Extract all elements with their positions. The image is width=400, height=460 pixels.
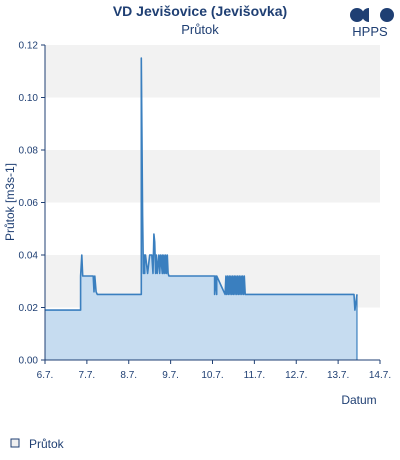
logo-half-circle	[362, 8, 369, 22]
logo-text: HPPS	[352, 24, 388, 39]
hpps-logo: HPPS	[350, 8, 394, 39]
logo-circle-left	[350, 8, 364, 22]
y-tick-label: 0.10	[19, 93, 39, 104]
chart-subtitle: Průtok	[181, 22, 219, 37]
y-ticks: 0.00 0.02 0.04 0.06 0.08 0.10 0.12	[19, 41, 45, 367]
y-tick-label: 0.12	[19, 41, 39, 52]
x-tick-label: 14.7.	[369, 370, 391, 381]
grid-band	[45, 45, 380, 98]
series-area	[45, 57, 358, 360]
x-tick-label: 6.7.	[37, 370, 54, 381]
x-tick-label: 10.7.	[201, 370, 223, 381]
x-tick-label: 11.7.	[244, 370, 266, 381]
series-line	[45, 57, 358, 311]
x-axis-title: Datum	[341, 393, 376, 407]
grid-bands	[45, 45, 380, 308]
y-axis-title: Průtok [m3s-1]	[3, 163, 17, 241]
series-area-fill	[45, 58, 357, 360]
y-tick-label: 0.02	[19, 303, 39, 314]
x-tick-label: 13.7.	[327, 370, 349, 381]
x-tick-label: 9.7.	[162, 370, 179, 381]
x-tick-label: 12.7.	[285, 370, 307, 381]
chart-title: VD Jevišovice (Jevišovka)	[113, 3, 287, 19]
grid-band	[45, 150, 380, 203]
x-tick-label: 7.7.	[79, 370, 96, 381]
legend[interactable]: Průtok	[10, 437, 65, 451]
legend-swatch[interactable]	[10, 438, 20, 448]
logo-circle-right	[380, 8, 394, 22]
legend-entry-prutok[interactable]: Průtok	[29, 437, 65, 451]
y-tick-label: 0.06	[19, 198, 39, 209]
x-ticks: 6.7. 7.7. 8.7. 9.7. 10.7. 11.7. 12.7. 13.7. 14.7…	[37, 360, 391, 381]
x-tick-label: 8.7.	[120, 370, 137, 381]
y-tick-label: 0.08	[19, 146, 39, 157]
y-tick-label: 0.04	[19, 251, 39, 262]
y-tick-label: 0.00	[19, 356, 39, 367]
